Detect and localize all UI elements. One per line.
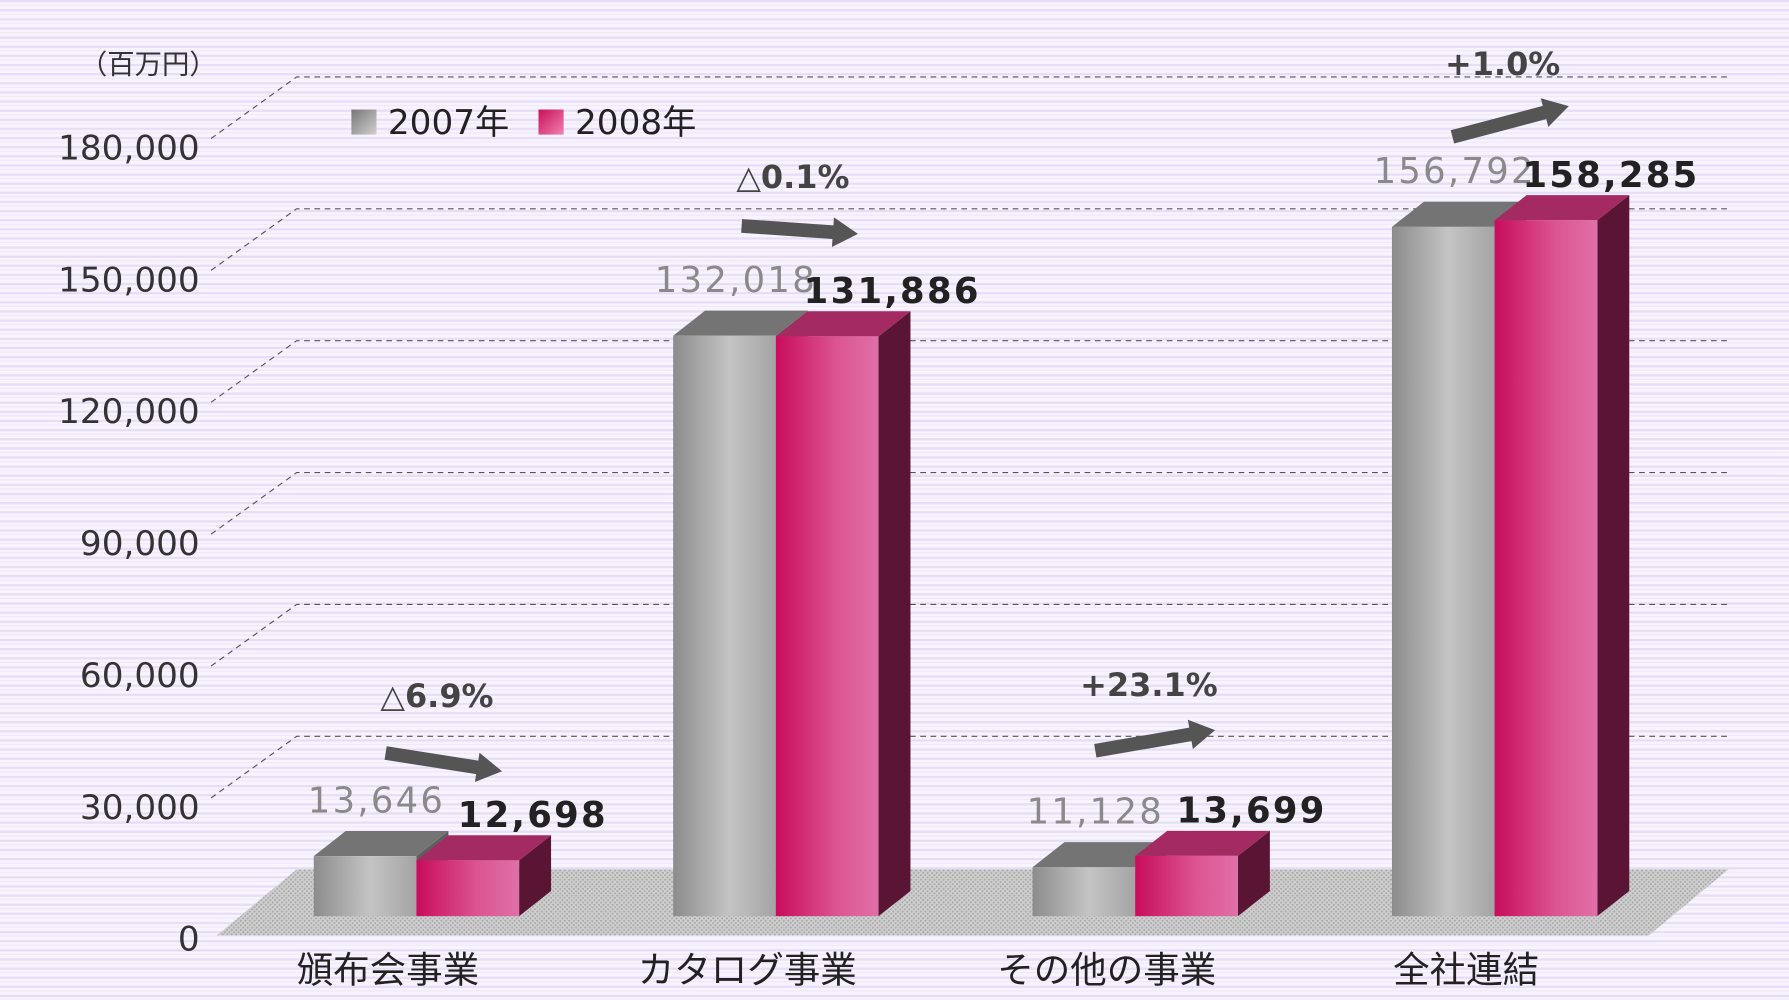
bar-front bbox=[673, 335, 776, 917]
annotation: △6.9% bbox=[380, 677, 493, 715]
bar bbox=[1135, 830, 1270, 917]
bar-side bbox=[1597, 195, 1630, 917]
value-label: 132,018 bbox=[655, 260, 817, 301]
y-tick-label: 0 bbox=[178, 920, 200, 960]
bar-top bbox=[1135, 830, 1270, 856]
y-tick-label: 60,000 bbox=[80, 656, 200, 696]
bar bbox=[313, 831, 449, 917]
bar-top bbox=[313, 831, 449, 857]
annotation: △0.1% bbox=[736, 158, 849, 196]
y-tick-label: 120,000 bbox=[58, 392, 200, 432]
bar-front bbox=[313, 856, 417, 917]
y-tick-label: 90,000 bbox=[80, 524, 200, 564]
bar-top bbox=[1391, 201, 1527, 227]
legend-label: 2008年 bbox=[575, 103, 696, 143]
arrow bbox=[384, 746, 503, 783]
bar-top bbox=[1032, 842, 1168, 868]
arrow bbox=[741, 217, 858, 247]
y-tick-label: 30,000 bbox=[80, 788, 200, 828]
bar-top bbox=[775, 311, 911, 337]
y-tick-label: 180,000 bbox=[58, 128, 200, 168]
legend-swatch bbox=[351, 109, 377, 135]
bar-front bbox=[416, 860, 520, 917]
annotation: +23.1% bbox=[1080, 666, 1218, 704]
bar-side bbox=[519, 835, 552, 917]
x-tick-label: 頒布会事業 bbox=[297, 949, 480, 992]
value-label: 131,886 bbox=[804, 271, 981, 312]
arrow bbox=[1094, 719, 1216, 758]
bar-top bbox=[1494, 195, 1630, 221]
grid-line bbox=[210, 340, 1729, 403]
legend-swatch bbox=[538, 109, 564, 135]
grid-line bbox=[210, 76, 1729, 139]
value-label: 13,646 bbox=[308, 781, 445, 822]
grid-line bbox=[210, 208, 1729, 271]
bar-front bbox=[1135, 855, 1238, 917]
legend-label: 2007年 bbox=[388, 103, 509, 143]
bar-front bbox=[775, 336, 879, 917]
y-tick-label: 150,000 bbox=[58, 260, 200, 300]
bar-front bbox=[1391, 226, 1495, 917]
y-unit-label: （百万円） bbox=[80, 50, 217, 81]
bar-front bbox=[1032, 867, 1136, 917]
value-label: 158,285 bbox=[1522, 155, 1699, 196]
floor bbox=[216, 869, 1729, 936]
arrow-shape bbox=[384, 746, 503, 783]
arrow-shape bbox=[1450, 98, 1569, 144]
arrow-shape bbox=[1094, 719, 1216, 758]
bar bbox=[1494, 195, 1630, 917]
annotation: +1.0% bbox=[1445, 45, 1560, 83]
bar-side bbox=[878, 311, 911, 917]
bar-side bbox=[1237, 830, 1270, 917]
value-label: 13,699 bbox=[1177, 791, 1327, 832]
value-label: 12,698 bbox=[458, 795, 608, 836]
bar-top bbox=[416, 835, 552, 861]
grid-line bbox=[210, 735, 1729, 799]
bar bbox=[416, 835, 552, 917]
arrow-shape bbox=[741, 217, 858, 247]
grid-line bbox=[210, 603, 1729, 667]
x-tick-label: その他の事業 bbox=[997, 949, 1216, 992]
bar-top bbox=[673, 310, 808, 336]
x-tick-label: カタログ事業 bbox=[638, 949, 857, 992]
bar-front bbox=[1494, 220, 1598, 917]
value-label: 11,128 bbox=[1027, 792, 1164, 833]
x-tick-label: 全社連結 bbox=[1393, 949, 1539, 992]
bar bbox=[775, 311, 911, 917]
arrow bbox=[1450, 98, 1569, 144]
value-label: 156,792 bbox=[1374, 151, 1536, 192]
grid-line bbox=[210, 471, 1729, 535]
